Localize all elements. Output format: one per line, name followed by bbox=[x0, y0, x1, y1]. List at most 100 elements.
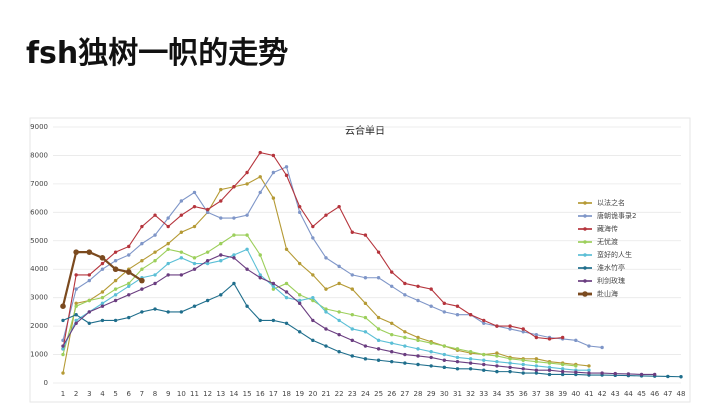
x-tick-label: 29 bbox=[427, 390, 436, 398]
x-tick-label: 16 bbox=[256, 390, 265, 398]
data-point bbox=[376, 338, 381, 343]
legend-marker bbox=[583, 240, 587, 244]
data-point bbox=[100, 267, 105, 271]
x-tick-label: 9 bbox=[166, 390, 170, 398]
data-point bbox=[297, 330, 302, 334]
data-point bbox=[403, 361, 407, 365]
series-line bbox=[62, 282, 682, 378]
x-tick-label: 32 bbox=[466, 390, 475, 398]
data-point bbox=[324, 307, 328, 311]
data-point bbox=[232, 253, 236, 257]
x-tick-label: 19 bbox=[295, 390, 304, 398]
data-point bbox=[192, 304, 197, 308]
data-point bbox=[232, 216, 236, 220]
data-point bbox=[363, 357, 368, 361]
data-point bbox=[350, 230, 354, 234]
data-point bbox=[337, 281, 341, 286]
data-point bbox=[153, 250, 157, 254]
data-point bbox=[337, 204, 341, 209]
x-tick-label: 44 bbox=[624, 390, 633, 398]
data-point bbox=[363, 315, 368, 320]
data-point bbox=[61, 318, 65, 323]
data-point bbox=[521, 330, 525, 334]
data-point bbox=[219, 253, 223, 257]
x-tick-label: 27 bbox=[400, 390, 409, 398]
data-point bbox=[311, 318, 315, 323]
data-point bbox=[350, 273, 354, 277]
data-point bbox=[245, 182, 249, 186]
x-tick-label: 48 bbox=[677, 390, 686, 398]
data-point bbox=[140, 258, 144, 263]
data-point bbox=[442, 365, 447, 370]
data-point bbox=[245, 304, 249, 308]
data-point bbox=[376, 250, 381, 254]
data-point bbox=[60, 303, 66, 310]
data-point bbox=[495, 359, 499, 364]
data-point bbox=[232, 233, 236, 237]
data-point bbox=[87, 273, 91, 277]
legend-label: 赴山海 bbox=[597, 289, 618, 298]
x-tick-label: 13 bbox=[216, 390, 225, 398]
x-tick-label: 1 bbox=[61, 390, 65, 398]
data-point bbox=[337, 318, 341, 323]
data-point bbox=[112, 266, 119, 273]
x-tick-label: 23 bbox=[348, 390, 357, 398]
data-point bbox=[153, 281, 157, 286]
x-tick-label: 17 bbox=[269, 390, 278, 398]
data-point bbox=[324, 256, 328, 260]
data-point bbox=[284, 295, 289, 300]
data-point bbox=[127, 284, 131, 288]
data-point bbox=[311, 273, 315, 277]
data-point bbox=[442, 352, 447, 357]
y-tick-label: 1000 bbox=[30, 351, 48, 359]
data-point bbox=[416, 347, 420, 351]
data-point bbox=[547, 337, 552, 341]
data-point bbox=[179, 273, 184, 277]
x-tick-label: 2 bbox=[74, 390, 78, 398]
x-tick-label: 28 bbox=[414, 390, 423, 398]
x-tick-label: 15 bbox=[243, 390, 252, 398]
data-point bbox=[376, 358, 381, 362]
data-point bbox=[534, 364, 539, 368]
data-point bbox=[416, 354, 420, 358]
data-point bbox=[376, 276, 381, 280]
data-point bbox=[74, 318, 78, 323]
data-point bbox=[125, 269, 132, 275]
data-point bbox=[508, 324, 512, 328]
data-point bbox=[547, 365, 552, 370]
data-point bbox=[245, 233, 249, 237]
data-point bbox=[324, 310, 328, 314]
x-tick-label: 26 bbox=[387, 390, 396, 398]
x-tick-label: 21 bbox=[322, 390, 331, 398]
data-point bbox=[87, 321, 91, 325]
data-point bbox=[127, 293, 131, 297]
data-point bbox=[192, 261, 197, 266]
data-point bbox=[311, 295, 315, 300]
data-point bbox=[153, 273, 157, 277]
data-point bbox=[324, 344, 328, 348]
data-point bbox=[61, 347, 65, 351]
data-point bbox=[100, 290, 105, 294]
data-point bbox=[219, 199, 223, 203]
data-point bbox=[179, 310, 184, 314]
x-tick-label: 8 bbox=[153, 390, 157, 398]
data-point bbox=[521, 367, 525, 371]
data-point bbox=[192, 267, 197, 271]
data-point bbox=[376, 347, 381, 351]
data-point bbox=[245, 213, 249, 217]
data-point bbox=[468, 357, 473, 361]
data-point bbox=[390, 359, 394, 364]
x-tick-label: 43 bbox=[611, 390, 620, 398]
data-point bbox=[192, 204, 197, 209]
data-point bbox=[153, 258, 157, 263]
data-point bbox=[284, 165, 289, 169]
data-point bbox=[297, 204, 302, 209]
data-point bbox=[337, 350, 341, 354]
data-point bbox=[166, 241, 170, 246]
data-point bbox=[166, 273, 170, 277]
data-point bbox=[416, 335, 420, 340]
data-point bbox=[87, 278, 91, 283]
data-point bbox=[390, 350, 394, 354]
data-point bbox=[219, 258, 223, 263]
